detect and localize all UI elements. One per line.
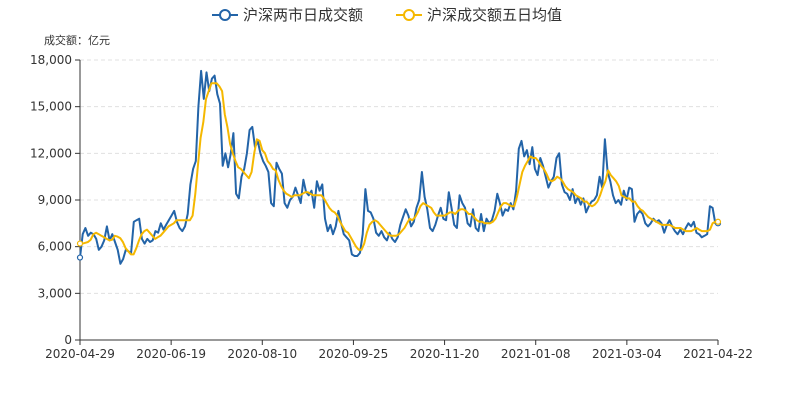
- x-tick-label: 2020-09-25: [319, 347, 389, 361]
- y-tick-label: 18,000: [30, 53, 72, 67]
- legend-item-daily-turnover[interactable]: 沪深两市日成交额: [212, 6, 363, 24]
- x-axis: 2020-04-29 2020-06-19 2020-08-10 2020-09-25…: [45, 339, 753, 361]
- legend-label-average: 沪深成交额五日均值: [427, 6, 562, 24]
- x-tick-label: 2021-04-22: [683, 347, 753, 361]
- x-tick-label: 2020-08-10: [227, 347, 297, 361]
- y-tick-label: 12,000: [30, 146, 72, 160]
- legend-marker-circle-average: [403, 9, 415, 21]
- x-tick-label: 2020-04-29: [45, 347, 115, 361]
- y-axis: 0 3,000 6,000 9,000 12,000 15,000 18,000: [30, 53, 81, 347]
- legend-marker-circle-daily: [219, 9, 231, 21]
- series-line-five-day-average: [80, 82, 718, 256]
- x-tick-label: 2021-03-04: [592, 347, 662, 361]
- average-endpoint-marker: [76, 240, 84, 247]
- y-tick-label: 0: [64, 333, 72, 347]
- y-tick-label: 15,000: [30, 100, 72, 114]
- legend-label-daily: 沪深两市日成交额: [243, 6, 363, 24]
- daily-endpoint-marker: [76, 254, 84, 261]
- plot-series: [76, 69, 722, 265]
- x-tick-label: 2021-01-08: [501, 347, 571, 361]
- x-tick-label: 2020-11-20: [410, 347, 480, 361]
- y-tick-label: 9,000: [38, 193, 72, 207]
- y-tick-label: 3,000: [38, 286, 72, 300]
- legend[interactable]: 沪深两市日成交额 沪深成交额五日均值: [212, 6, 562, 24]
- grid: [80, 59, 718, 294]
- y-tick-label: 6,000: [38, 240, 72, 254]
- x-tick-label: 2020-06-19: [136, 347, 206, 361]
- unit-label: 成交额：亿元: [44, 33, 110, 47]
- legend-item-five-day-average[interactable]: 沪深成交额五日均值: [396, 6, 562, 24]
- average-endpoint-marker: [714, 218, 722, 225]
